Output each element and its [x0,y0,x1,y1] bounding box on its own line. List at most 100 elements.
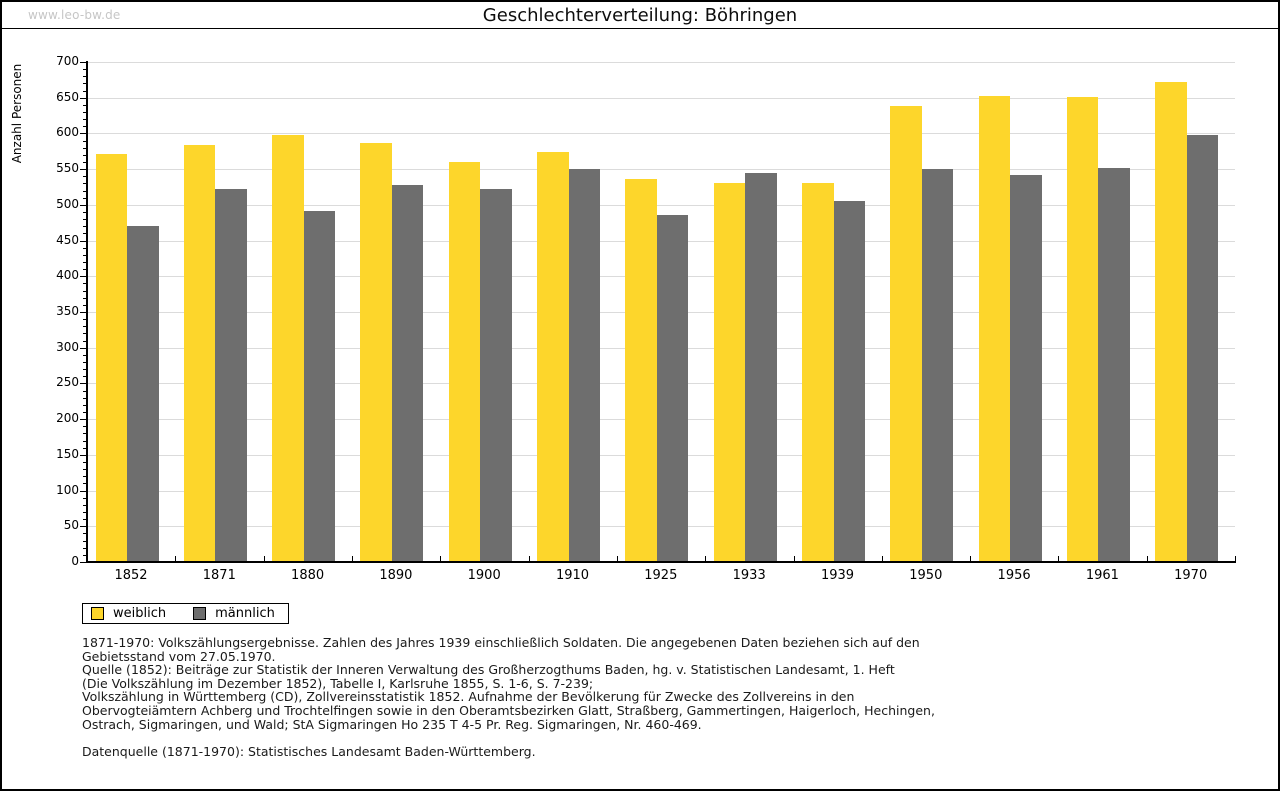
gridline [88,204,1235,206]
x-axis-tick [705,556,707,562]
x-axis-tick [616,556,618,562]
y-axis-tick [83,76,87,78]
y-axis-tick-label: 550 [56,161,79,176]
bar-männlich-1871 [215,189,247,562]
y-axis-tick-label: 100 [56,482,79,497]
x-axis-label: 1852 [114,568,148,583]
y-axis-tick [83,104,87,106]
gridline [88,169,1235,171]
y-axis-tick [83,162,87,163]
bar-männlich-1880 [303,210,336,562]
x-axis-label: 1900 [467,568,501,583]
y-axis-tick [83,497,87,499]
y-axis-tick [83,519,87,521]
y-axis-tick [83,190,87,192]
y-axis-tick [83,119,87,121]
y-axis-tick [83,126,87,128]
y-axis-tick-label: 350 [56,304,79,318]
y-axis-tick [83,533,87,535]
y-axis-tick [80,383,87,385]
y-axis-tick [83,397,87,399]
y-axis-tick [80,97,87,99]
y-axis-tick [83,297,87,299]
x-axis-label: 1939 [820,568,855,583]
y-axis-tick [80,490,87,492]
y-axis-tick [83,333,87,335]
bar-weiblich-1890 [360,142,392,562]
x-axis-tick [881,556,883,562]
bar-weiblich-1933 [713,183,746,562]
y-axis-tick [80,419,87,421]
y-axis-tick [80,204,87,206]
gridline [88,133,1235,135]
y-axis-tick [83,433,87,435]
y-axis-tick-label: 0 [71,554,79,568]
footnote-line: Obervogteiämtern Achberg und Trochtelfin… [82,702,935,718]
bar-männlich-1900 [480,189,512,562]
bar-männlich-1925 [656,214,689,562]
y-axis-tick [83,212,87,213]
y-axis-tick [83,69,87,71]
y-axis-tick [83,290,87,292]
legend-label-weiblich: weiblich [113,606,167,621]
y-axis-tick [83,197,87,199]
y-axis-tick-label: 300 [56,339,79,354]
x-axis-tick [175,556,177,562]
bar-männlich-1956 [1010,174,1042,562]
y-axis-tick [83,247,87,249]
x-axis-label: 1933 [732,568,766,583]
y-axis-tick-label: 250 [56,375,79,390]
bar-weiblich-1970 [1155,82,1187,562]
y-axis-title: Anzahl Personen [10,63,24,164]
y-axis-tick [83,412,87,413]
y-axis-tick [83,362,87,363]
x-axis-label: 1956 [997,568,1031,583]
bar-männlich-1939 [833,200,865,562]
bar-weiblich-1939 [802,182,834,562]
y-axis-tick [83,512,87,513]
footnotes: 1871-1970: Volkszählungsergebnisse. Zahl… [82,636,1248,758]
y-axis-tick-label: 650 [56,89,79,104]
x-axis-tick [263,556,265,562]
x-axis-tick [793,556,795,562]
x-axis-tick [528,556,530,562]
y-axis-tick [80,62,87,63]
gridline [88,62,1235,63]
y-axis-tick [83,476,87,478]
y-axis-tick [80,562,87,563]
y-axis-tick [83,540,87,542]
x-axis-tick [1146,556,1148,562]
y-axis-tick [80,276,87,278]
y-axis-tick [83,90,87,92]
header-bar: www.leo-bw.de Geschlechterverteilung: Bö… [2,2,1278,29]
footnote-line: Gebietsstand vom 27.05.1970. [82,648,276,664]
bar-weiblich-1956 [978,96,1011,562]
footnote-line: Quelle (1852): Beiträge zur Statistik de… [82,662,895,678]
bar-männlich-1933 [745,172,777,562]
footnote-line [82,731,1248,745]
bar-weiblich-1852 [95,154,127,562]
y-axis-tick [83,254,87,256]
x-axis-label: 1880 [291,568,325,583]
y-axis-tick [80,133,87,135]
footnote-line: Volkszählung in Württemberg (CD), Zollve… [82,689,855,705]
x-axis-tick [1058,556,1060,562]
y-axis-tick [83,319,87,321]
footnote-line: Ostrach, Sigmaringen, und Wald; StA Sigm… [82,716,702,732]
x-axis-label: 1961 [1085,568,1119,583]
y-axis-tick [80,240,87,242]
y-axis-tick-label: 600 [56,125,79,140]
footnote-line: (Die Volkszählung im Dezember 1852), Tab… [82,675,594,691]
y-axis-tick [83,219,87,221]
y-axis-tick [83,483,87,485]
y-axis-tick [83,183,87,185]
bar-männlich-1890 [391,184,424,562]
x-axis-tick [970,556,972,562]
y-axis-tick [83,440,87,442]
y-axis-tick [83,112,87,113]
x-axis-label: 1910 [555,568,590,583]
y-axis-tick-label: 200 [56,411,79,426]
y-axis-tick [83,140,87,142]
x-axis-label: 1890 [379,568,413,583]
